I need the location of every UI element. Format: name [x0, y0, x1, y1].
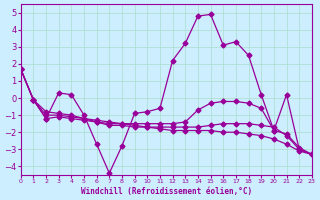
X-axis label: Windchill (Refroidissement éolien,°C): Windchill (Refroidissement éolien,°C): [81, 187, 252, 196]
